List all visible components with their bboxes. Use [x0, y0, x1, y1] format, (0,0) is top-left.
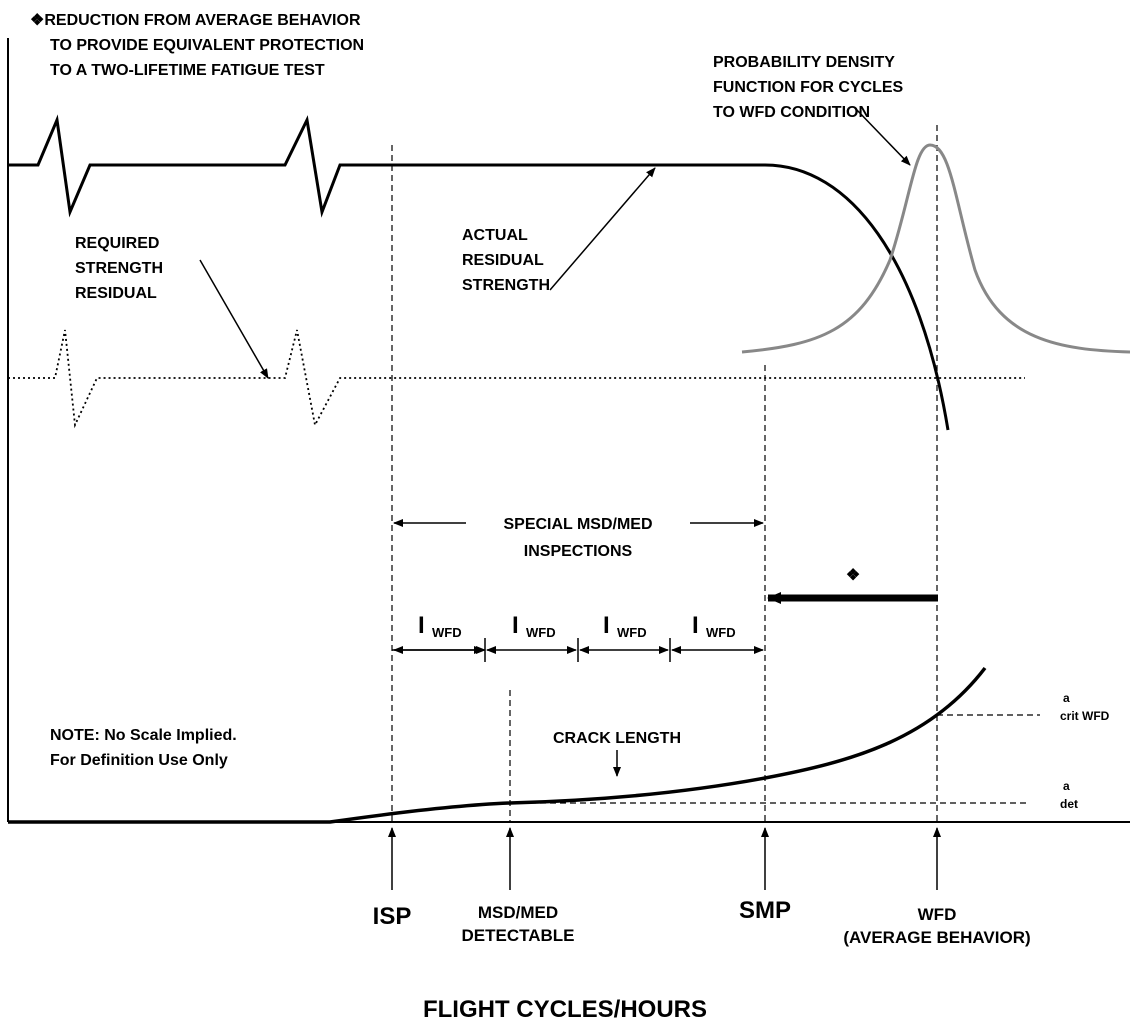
interval-main: I: [512, 612, 519, 639]
crack-curve: [8, 666, 987, 824]
note: For Definition Use Only: [50, 752, 228, 769]
arrows: [199, 107, 941, 890]
required-label: REQUIRED: [75, 235, 159, 252]
a-crit-main: a: [1063, 691, 1070, 705]
interval-main: I: [692, 612, 699, 639]
required-strength: [8, 329, 1025, 429]
interval-main: I: [603, 612, 610, 639]
special-label: INSPECTIONS: [524, 543, 633, 560]
note: NOTE: No Scale Implied.: [50, 727, 237, 744]
wfd-label: WFD: [918, 905, 957, 924]
note-top: ❖REDUCTION FROM AVERAGE BEHAVIOR: [30, 12, 361, 29]
dashed-lines: [391, 125, 1040, 822]
reduction-symbol: ❖: [846, 567, 860, 584]
pdf-label: FUNCTION FOR CYCLES: [713, 79, 904, 96]
actual-strength: [8, 114, 950, 431]
actual-label: STRENGTH: [462, 277, 550, 294]
actual-label: RESIDUAL: [462, 252, 544, 269]
a-det-sub: det: [1060, 797, 1078, 811]
interval-sub: WFD: [617, 625, 647, 640]
axes: [7, 38, 1130, 823]
isp-label: ISP: [373, 903, 412, 930]
wfd-note: (AVERAGE BEHAVIOR): [843, 928, 1030, 947]
interval-sub: WFD: [432, 625, 462, 640]
actual-label: ACTUAL: [462, 227, 528, 244]
msd-label: MSD/MED: [478, 903, 558, 922]
special-label: SPECIAL MSD/MED: [503, 516, 652, 533]
interval-main: I: [418, 612, 425, 639]
interval-labels: I WFD I WFD I WFD I WFD: [418, 612, 736, 640]
pdf-curve: [741, 143, 1130, 354]
pdf-label: TO WFD CONDITION: [713, 104, 870, 121]
note-top: TO A TWO-LIFETIME FATIGUE TEST: [50, 62, 325, 79]
a-crit-sub: crit WFD: [1060, 709, 1110, 723]
a-det-main: a: [1063, 779, 1070, 793]
axis-title: FLIGHT CYCLES/HOURS: [423, 996, 707, 1023]
interval-sub: WFD: [526, 625, 556, 640]
pdf-label: PROBABILITY DENSITY: [713, 54, 895, 71]
interval-sub: WFD: [706, 625, 736, 640]
smp-label: SMP: [739, 897, 791, 924]
note-top: TO PROVIDE EQUIVALENT PROTECTION: [50, 37, 364, 54]
required-label: STRENGTH: [75, 260, 163, 277]
crack-label: CRACK LENGTH: [553, 730, 681, 747]
required-label: RESIDUAL: [75, 285, 157, 302]
msd-label: DETECTABLE: [461, 926, 574, 945]
